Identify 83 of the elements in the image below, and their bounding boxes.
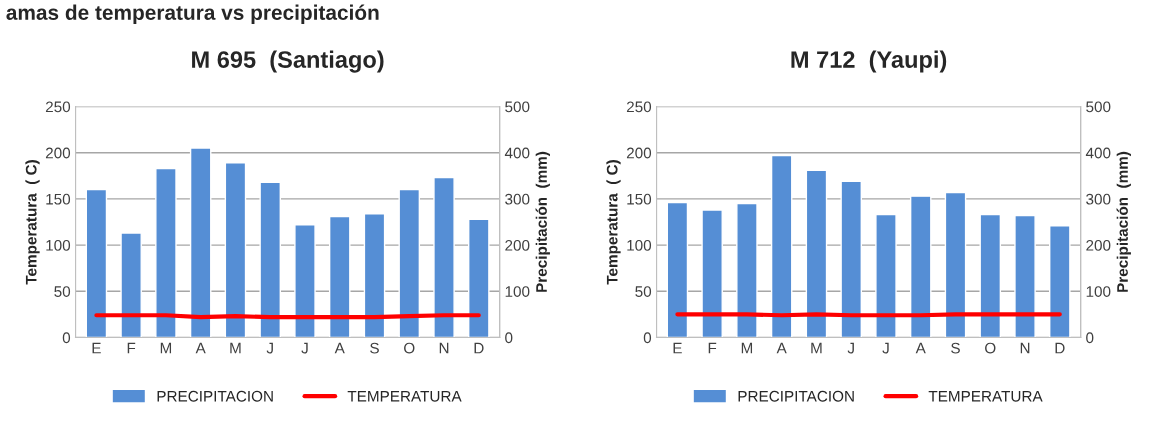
y-tick-label: 0 (62, 332, 71, 344)
bar (666, 201, 689, 338)
bar (328, 215, 351, 338)
y2-tick-label: 500 (1086, 101, 1111, 113)
x-tick-label: M (160, 342, 172, 354)
y-tick-label: 200 (626, 147, 652, 159)
bar (85, 188, 108, 338)
x-tick-label: F (127, 342, 136, 354)
x-tick-label: N (439, 342, 449, 354)
bar (398, 188, 421, 338)
bar (363, 212, 386, 338)
y-tick-label: 50 (54, 286, 71, 297)
legend-label: PRECIPITACION (157, 390, 273, 402)
bar (155, 167, 177, 338)
bar (120, 232, 142, 338)
x-tick-label: J (847, 342, 854, 354)
x-tick-label: E (673, 342, 682, 354)
x-tick-label: O (985, 342, 996, 354)
x-tick-label: M (230, 342, 241, 354)
x-tick-label: J (882, 342, 889, 354)
y2-axis-title: Precipitación (mm) (535, 151, 550, 292)
y2-tick-label: 200 (1086, 239, 1111, 251)
bar (701, 209, 723, 338)
x-tick-label: A (195, 342, 206, 354)
text: amas de temperatura vs precipitación (6, 4, 379, 25)
chart-title: M 695 (Santiago) (192, 50, 384, 73)
x-tick-label: A (334, 342, 345, 354)
x-tick-label: A (915, 342, 926, 354)
y-tick-label: 150 (46, 193, 71, 205)
x-tick-label: D (474, 342, 484, 354)
bar (1049, 224, 1071, 338)
x-tick-label: S (370, 342, 379, 354)
x-tick-label: M (811, 342, 822, 354)
y2-tick-label: 0 (1086, 332, 1094, 344)
bar (944, 191, 967, 338)
x-tick-label: M (741, 342, 753, 354)
x-tick-label: J (301, 342, 308, 354)
y-tick-label: 50 (635, 286, 652, 297)
y-tick-label: 100 (46, 239, 71, 251)
bar (770, 154, 793, 338)
bar (224, 162, 247, 338)
bar (189, 147, 212, 338)
y2-tick-label: 500 (505, 101, 530, 113)
y-tick-label: 150 (627, 193, 652, 205)
chart-title: M 712 (Yaupi) (791, 50, 947, 73)
x-tick-label: A (776, 342, 787, 354)
bar (909, 195, 932, 338)
y-tick-label: 0 (643, 332, 652, 344)
bar (979, 213, 1002, 338)
bar (259, 181, 281, 338)
y2-tick-label: 400 (504, 147, 530, 159)
y2-tick-label: 0 (505, 332, 513, 344)
legend-label: TEMPERATURA (928, 391, 1043, 402)
x-tick-label: E (92, 342, 101, 354)
y-axis-title: Temperatura ( C) (25, 160, 40, 285)
legend-label: PRECIPITACION (738, 390, 854, 402)
y2-tick-label: 100 (1086, 286, 1111, 297)
bar (840, 180, 862, 338)
bar (736, 202, 758, 338)
x-tick-label: F (708, 342, 717, 354)
y-tick-label: 100 (627, 239, 652, 251)
bar (433, 176, 455, 338)
y-tick-label: 250 (45, 101, 71, 113)
bar (805, 169, 828, 338)
bar (468, 218, 490, 338)
x-tick-label: D (1055, 342, 1065, 354)
y2-tick-label: 300 (1086, 193, 1111, 205)
y-axis-title: Temperatura ( C) (606, 160, 621, 285)
y2-tick-label: 200 (505, 239, 530, 251)
x-tick-label: O (404, 342, 415, 354)
x-tick-label: N (1020, 342, 1030, 354)
y-tick-label: 250 (626, 101, 652, 113)
y2-tick-label: 100 (505, 286, 530, 297)
y2-tick-label: 400 (1085, 147, 1111, 159)
bar (875, 213, 897, 338)
x-tick-label: J (266, 342, 273, 354)
bar (294, 224, 316, 338)
y-tick-label: 200 (45, 147, 71, 159)
y2-axis-title: Precipitación (mm) (1116, 151, 1131, 292)
legend-label: TEMPERATURA (347, 391, 462, 402)
x-tick-label: S (951, 342, 960, 354)
y2-tick-label: 300 (505, 193, 530, 205)
bar (1014, 214, 1036, 338)
